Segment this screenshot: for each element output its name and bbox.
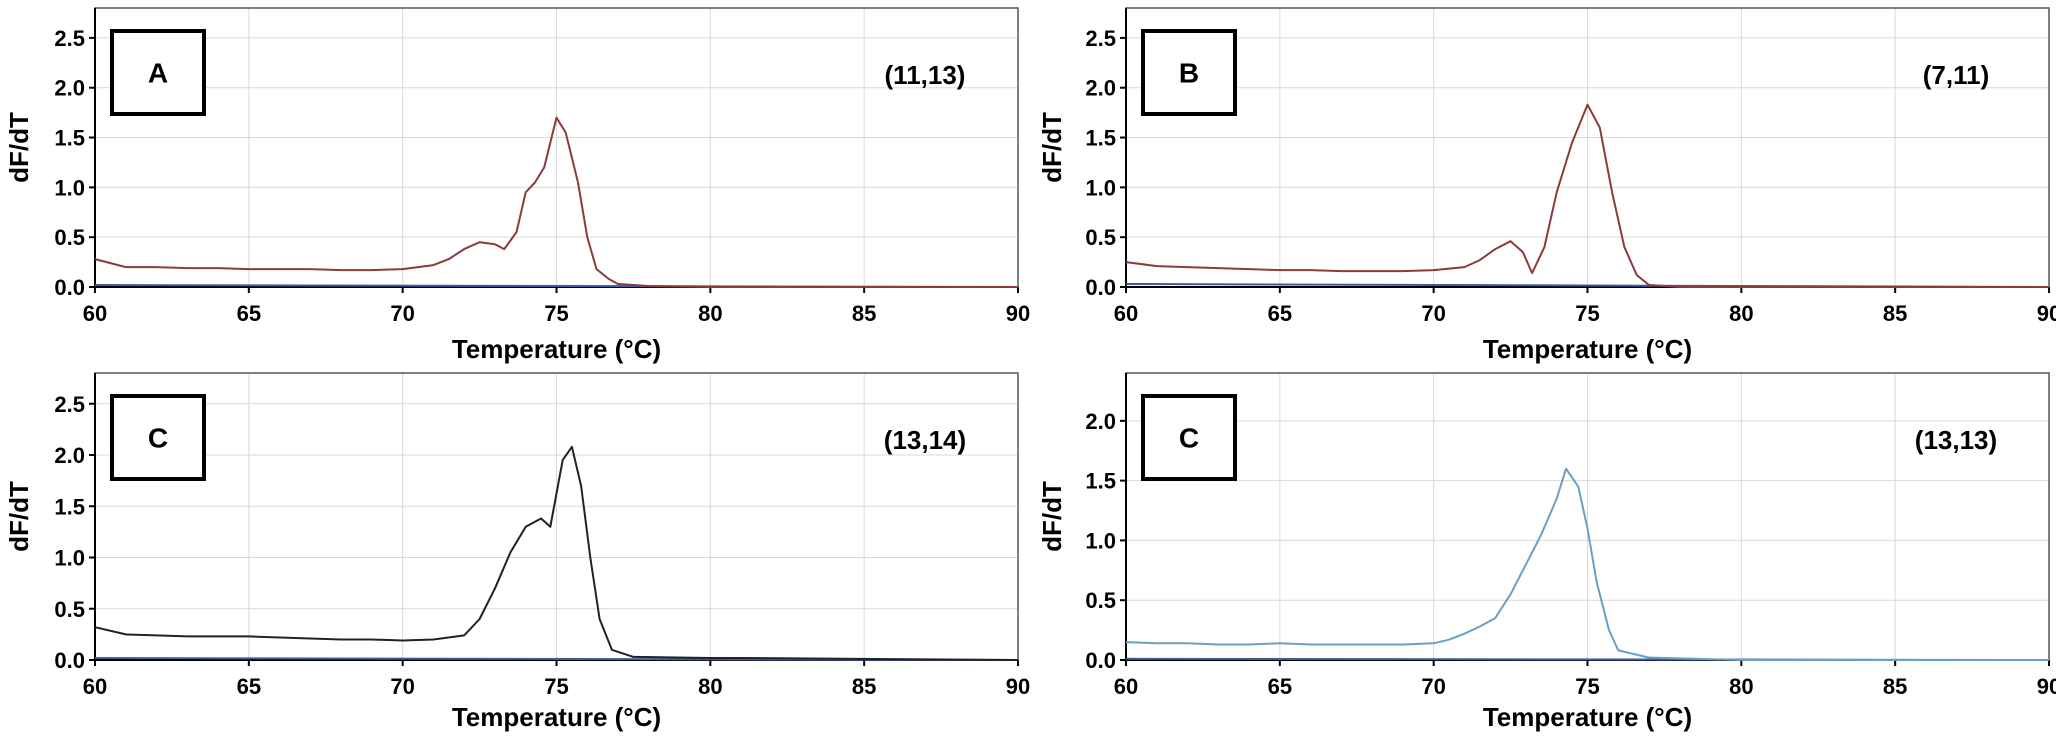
x-tick-label: 80 <box>698 301 722 326</box>
x-tick-label: 85 <box>1883 301 1907 326</box>
x-tick-label: 85 <box>852 674 876 699</box>
genotype-annotation: (13,13) <box>1915 425 1997 455</box>
y-tick-label: 2.0 <box>54 76 85 101</box>
x-tick-label: 65 <box>237 674 261 699</box>
x-tick-label: 60 <box>83 301 107 326</box>
x-tick-label: 70 <box>1421 674 1445 699</box>
x-tick-label: 85 <box>1883 674 1907 699</box>
panel-label: C <box>1179 423 1199 454</box>
panel-label: C <box>148 423 168 454</box>
x-tick-label: 90 <box>2037 301 2056 326</box>
x-tick-label: 85 <box>852 301 876 326</box>
x-tick-label: 70 <box>390 301 414 326</box>
y-tick-label: 2.5 <box>54 392 85 417</box>
x-tick-label: 80 <box>698 674 722 699</box>
x-axis-title: Temperature (°C) <box>452 334 661 364</box>
y-tick-label: 0.5 <box>1085 588 1116 613</box>
series-line <box>1125 103 2049 288</box>
panel-label-box <box>1141 394 1237 481</box>
y-tick-label: 0.0 <box>54 648 85 673</box>
chart-panel-2: 60 65 70 75 80 85 90 0.0 0.5 1.0 1.5 2.0 2.5 Temperat… <box>1037 7 2056 364</box>
y-tick-label: 2.5 <box>1085 26 1116 51</box>
x-axis-title: Temperature (°C) <box>1483 334 1692 364</box>
y-tick-label: 2.0 <box>1085 409 1116 434</box>
y-tick-label: 0.5 <box>1085 225 1116 250</box>
y-axis-title: dF/dT <box>4 112 34 183</box>
y-tick-label: 1.5 <box>54 126 85 151</box>
panel-label-box <box>110 394 206 481</box>
y-tick-label: 0.5 <box>54 597 85 622</box>
x-tick-label: 75 <box>544 674 568 699</box>
x-tick-label: 75 <box>1575 301 1599 326</box>
y-tick-label: 1.0 <box>54 546 85 571</box>
panel-label-box <box>110 29 206 116</box>
y-axis-title: dF/dT <box>4 481 34 552</box>
x-tick-label: 65 <box>1268 301 1292 326</box>
x-axis-title: Temperature (°C) <box>1483 702 1692 732</box>
x-tick-label: 80 <box>1729 674 1753 699</box>
genotype-annotation: (13,14) <box>884 425 966 455</box>
panel-label-box <box>1141 29 1237 116</box>
y-tick-label: 1.5 <box>1085 469 1116 494</box>
x-tick-label: 70 <box>1421 301 1445 326</box>
y-tick-label: 1.5 <box>54 494 85 519</box>
chart-panel-3: 60 65 70 75 80 85 90 0.0 0.5 1.0 1.5 2.0 2.5 Temperat… <box>4 372 1030 732</box>
x-tick-label: 75 <box>1575 674 1599 699</box>
y-tick-label: 0.0 <box>1085 648 1116 673</box>
y-tick-label: 2.0 <box>54 443 85 468</box>
y-axis-title: dF/dT <box>1037 481 1067 552</box>
series-line <box>94 116 1018 288</box>
y-tick-label: 2.5 <box>54 26 85 51</box>
genotype-annotation: (7,11) <box>1923 60 1990 90</box>
panel-label: B <box>1179 58 1199 89</box>
x-tick-label: 65 <box>1268 674 1292 699</box>
x-tick-label: 90 <box>1006 301 1030 326</box>
y-tick-label: 1.0 <box>1085 175 1116 200</box>
y-tick-label: 2.0 <box>1085 76 1116 101</box>
y-tick-label: 1.5 <box>1085 126 1116 151</box>
x-tick-label: 70 <box>390 674 414 699</box>
series-line <box>94 445 1019 661</box>
panel-label: A <box>148 58 168 89</box>
chart-panel-1: 60 65 70 75 80 85 90 0.0 0.5 1.0 1.5 2.0 2.5 Temperat… <box>4 7 1030 364</box>
x-tick-label: 75 <box>544 301 568 326</box>
y-tick-label: 0.0 <box>54 275 85 300</box>
x-tick-label: 90 <box>2037 674 2056 699</box>
x-tick-label: 60 <box>1114 674 1138 699</box>
genotype-annotation: (11,13) <box>885 60 966 90</box>
y-axis-title: dF/dT <box>1037 112 1067 183</box>
x-tick-label: 60 <box>83 674 107 699</box>
x-axis-title: Temperature (°C) <box>452 702 661 732</box>
y-tick-label: 0.0 <box>1085 275 1116 300</box>
y-tick-label: 0.5 <box>54 225 85 250</box>
x-tick-label: 65 <box>237 301 261 326</box>
x-tick-label: 60 <box>1114 301 1138 326</box>
x-tick-label: 90 <box>1006 674 1030 699</box>
chart-panel-4: 60 65 70 75 80 85 90 0.0 0.5 1.0 1.5 2.0 Temperature… <box>1037 372 2056 732</box>
y-tick-label: 1.0 <box>54 175 85 200</box>
x-tick-label: 80 <box>1729 301 1753 326</box>
y-tick-label: 1.0 <box>1085 528 1116 553</box>
series-line <box>1125 467 2049 661</box>
